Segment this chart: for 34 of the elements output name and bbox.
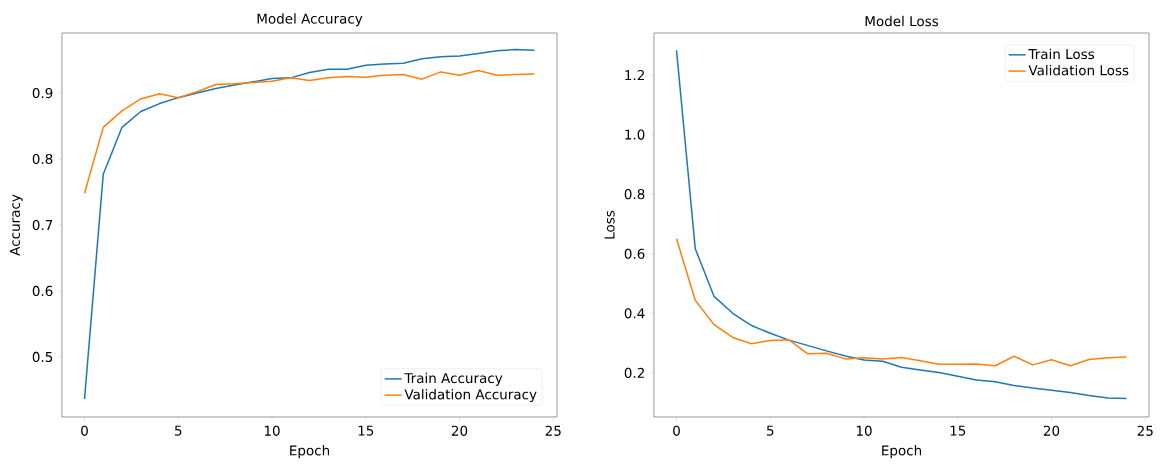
x-axis-title: Epoch [290, 445, 330, 459]
x-tick-label: 0 [81, 425, 88, 436]
legend-label: Validation Loss [1028, 64, 1129, 76]
x-axis-title: Epoch [882, 445, 922, 459]
y-tick-label: 0.4 [624, 308, 645, 319]
x-tick-label: 15 [950, 425, 966, 436]
y-tick-label: 0.8 [624, 189, 645, 200]
y-tick-label: 0.2 [624, 367, 644, 378]
x-tick-label: 0 [673, 425, 680, 436]
y-tick-label: 1.0 [625, 129, 645, 140]
x-tick-label: 25 [545, 425, 561, 436]
x-tick-label: 10 [264, 425, 280, 436]
line-series [675, 238, 1128, 367]
y-tick-label: 0.6 [624, 248, 645, 259]
y-tick-label: 0.7 [32, 219, 53, 231]
y-tick-label: 0.8 [32, 153, 53, 165]
x-tick-label: 5 [767, 425, 774, 436]
legend-label: Validation Accuracy [404, 389, 537, 403]
x-tick-label: 25 [1137, 425, 1153, 436]
y-tick-label: 1.2 [625, 69, 644, 80]
y-tick-label: 0.6 [32, 285, 53, 297]
y-axis-title: Loss [604, 210, 615, 239]
legend-label: Train Accuracy [404, 372, 503, 386]
x-tick-label: 5 [175, 425, 182, 436]
chart-title: Model Loss [865, 15, 939, 27]
chart-title: Model Accuracy [257, 13, 363, 27]
x-tick-label: 10 [856, 425, 872, 436]
x-tick-label: 15 [358, 425, 374, 436]
y-tick-label: 0.9 [32, 87, 53, 99]
y-tick-label: 0.5 [32, 351, 53, 363]
y-axis-title: Accuracy [9, 194, 23, 256]
x-tick-label: 20 [1043, 425, 1060, 436]
x-tick-label: 20 [451, 425, 468, 436]
legend-label: Train Loss [1028, 48, 1095, 60]
